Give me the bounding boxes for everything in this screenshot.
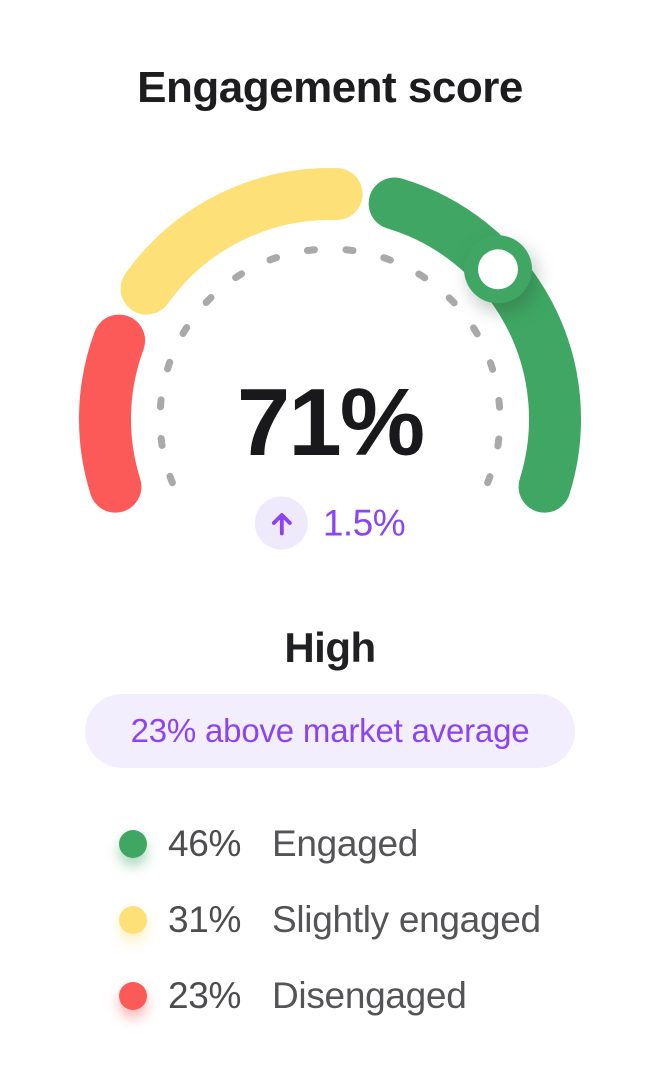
legend-row-slightly-engaged: 31% Slightly engaged bbox=[119, 896, 660, 944]
gauge-delta: 1.5% bbox=[254, 496, 406, 550]
legend-percent: 46% bbox=[168, 823, 242, 864]
gauge-segment-slightly-engaged bbox=[120, 168, 363, 315]
arrow-up-icon bbox=[271, 512, 292, 535]
legend-row-disengaged: 23% Disengaged bbox=[119, 972, 660, 1020]
comparison-badge: 23% above market average bbox=[84, 694, 576, 768]
comparison-badge-text: 23% above market average bbox=[130, 712, 530, 749]
legend: 46% Engaged 31% Slightly engaged 23% Disengag… bbox=[0, 820, 660, 1020]
arrow-up-chip bbox=[254, 496, 308, 550]
level-label: High bbox=[284, 624, 376, 671]
gauge-knob-inner bbox=[478, 249, 518, 290]
gauge-segment-engaged bbox=[368, 177, 581, 513]
gauge-value: 71% bbox=[236, 369, 425, 476]
legend-label: Engaged bbox=[272, 823, 419, 864]
card-title: Engagement score bbox=[137, 63, 523, 112]
legend-dot bbox=[119, 982, 147, 1010]
gauge-segment-disengaged bbox=[79, 314, 146, 513]
gauge-chart bbox=[79, 168, 581, 513]
legend-percent: 23% bbox=[168, 975, 242, 1016]
legend-dot bbox=[119, 906, 147, 934]
engagement-gauge: 71% 1.5% bbox=[0, 140, 660, 610]
gauge-knob[interactable] bbox=[464, 235, 532, 304]
legend-dot bbox=[119, 830, 147, 858]
legend-percent: 31% bbox=[168, 899, 242, 940]
legend-label: Slightly engaged bbox=[272, 899, 541, 940]
legend-row-engaged: 46% Engaged bbox=[119, 820, 660, 868]
legend-label: Disengaged bbox=[272, 975, 467, 1016]
delta-value: 1.5% bbox=[322, 502, 406, 543]
